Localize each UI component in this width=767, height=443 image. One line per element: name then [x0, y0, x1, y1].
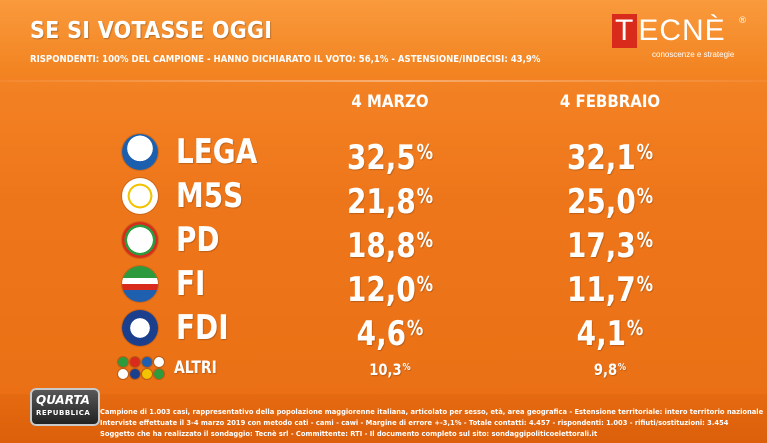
page-subtitle: RISPONDENTI: 100% DEL CAMPIONE - HANNO D… [30, 54, 541, 65]
value-altri-febbraio: 9,8% [593, 360, 627, 379]
mini-party-icon [130, 369, 140, 379]
party-name-fdi: FDI [176, 308, 229, 348]
value-fi-febbraio: 11,7% [566, 270, 654, 310]
party-name-pd: PD [176, 220, 220, 260]
value-fdi-marzo: 4,6% [356, 314, 424, 354]
party-name-m5s: M5S [176, 176, 244, 216]
column-header-4-marzo: 4 MARZO [351, 92, 429, 112]
footer-line-3: Soggetto che ha realizzato il sondaggio:… [100, 429, 598, 438]
party-name-altri: ALTRI [174, 358, 217, 378]
footer-line-2: Interviste effettuate il 3-4 marzo 2019 … [100, 418, 729, 427]
registered-mark: ® [738, 16, 747, 26]
table-row: FDI 4,6% 4,1% [0, 308, 767, 354]
mini-party-icon [118, 357, 128, 367]
tecne-logo-letter: T [612, 14, 638, 48]
mini-party-icon [118, 369, 128, 379]
altri-logos-icon [118, 357, 166, 379]
tecne-logo-word: T ECNÈ [612, 14, 726, 48]
table-row: M5S 21,8% 25,0% [0, 176, 767, 222]
value-fdi-febbraio: 4,1% [576, 314, 644, 354]
mini-party-icon [142, 357, 152, 367]
mini-party-icon [154, 369, 164, 379]
value-fi-marzo: 12,0% [346, 270, 434, 310]
value-altri-marzo: 10,3% [369, 360, 411, 379]
tecne-tagline: conoscenze e strategie [652, 50, 735, 59]
table-row: FI 12,0% 11,7% [0, 264, 767, 310]
fi-logo-icon [122, 266, 158, 302]
value-lega-febbraio: 32,1% [566, 138, 654, 178]
value-m5s-marzo: 21,8% [346, 182, 434, 222]
table-row: PD 18,8% 17,3% [0, 220, 767, 266]
footer-line-1: Campione di 1.003 casi, rappresentativo … [100, 407, 764, 416]
value-lega-marzo: 32,5% [346, 138, 434, 178]
badge-subtitle: REPUBBLICA [36, 409, 91, 417]
m5s-logo-icon [122, 178, 158, 214]
tecne-logo: T ECNÈ ® conoscenze e strategie [612, 14, 747, 60]
value-pd-marzo: 18,8% [346, 226, 434, 266]
page-title: SE SI VOTASSE OGGI [30, 18, 273, 44]
lega-logo-icon [122, 134, 158, 170]
header-band: SE SI VOTASSE OGGI RISPONDENTI: 100% DEL… [0, 0, 767, 78]
header-divider [0, 80, 767, 82]
table-row: LEGA 32,5% 32,1% [0, 132, 767, 178]
column-header-4-febbraio: 4 FEBBRAIO [559, 92, 661, 112]
table-row: ALTRI 10,3% 9,8% [0, 357, 767, 381]
fdi-logo-icon [122, 310, 158, 346]
value-m5s-febbraio: 25,0% [566, 182, 654, 222]
quarta-repubblica-badge: QUARTA REPUBBLICA [30, 388, 100, 426]
mini-party-icon [154, 357, 164, 367]
party-name-lega: LEGA [176, 132, 258, 172]
mini-party-icon [142, 369, 152, 379]
mini-party-icon [130, 357, 140, 367]
pd-logo-icon [122, 222, 158, 258]
tecne-logo-rest: ECNÈ [638, 14, 726, 47]
methodology-footer: Campione di 1.003 casi, rappresentativo … [0, 394, 767, 443]
value-pd-febbraio: 17,3% [566, 226, 654, 266]
badge-title: QUARTA [36, 393, 90, 407]
party-name-fi: FI [176, 264, 206, 304]
